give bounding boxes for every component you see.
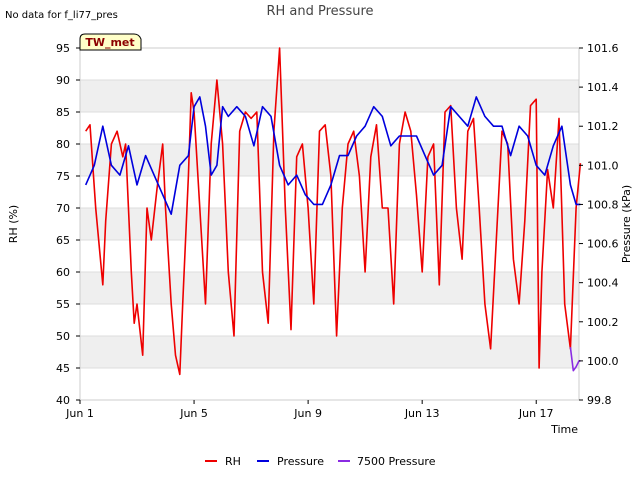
left-tick-label: 85 xyxy=(56,106,70,119)
right-axis-label: Pressure (kPa) xyxy=(620,185,633,263)
x-tick-label: Jun 9 xyxy=(293,407,322,420)
legend-label-rh: RH xyxy=(225,455,241,468)
grid-band xyxy=(80,80,579,112)
station-badge: TW_met xyxy=(79,33,142,51)
badge-label: TW_met xyxy=(85,36,134,49)
series-line-pressure xyxy=(84,96,581,215)
x-axis-label: Time xyxy=(550,423,578,436)
right-tick-label: 100.0 xyxy=(587,355,619,368)
left-tick-label: 40 xyxy=(56,394,70,407)
plot-frame xyxy=(79,47,580,401)
left-tick-label: 75 xyxy=(56,170,70,183)
left-tick-label: 70 xyxy=(56,202,70,215)
right-tick-label: 101.2 xyxy=(587,120,619,133)
x-tick-label: Jun 1 xyxy=(65,407,94,420)
x-tick-label: Jun 13 xyxy=(404,407,440,420)
x-tick-label: Jun 5 xyxy=(179,407,208,420)
legend-label-7500-pressure: 7500 Pressure xyxy=(357,455,436,468)
right-tick-label: 100.8 xyxy=(587,198,619,211)
right-tick-label: 101.6 xyxy=(587,42,619,55)
grid-band xyxy=(80,336,579,368)
x-tick-label: Jun 17 xyxy=(518,407,554,420)
left-axis-ticks: 40 45 50 55 60 65 70 75 80 85 90 95 xyxy=(56,42,80,407)
grid-band xyxy=(80,272,579,304)
right-tick-label: 99.8 xyxy=(587,394,612,407)
series-line-rh xyxy=(85,47,582,376)
left-tick-label: 55 xyxy=(56,298,70,311)
left-axis-label: RH (%) xyxy=(7,205,20,243)
x-axis-ticks: Jun 1 Jun 5 Jun 9 Jun 13 Jun 17 xyxy=(65,400,554,420)
no-data-note: No data for f_li77_pres xyxy=(5,10,118,21)
chart-title: RH and Pressure xyxy=(266,4,373,19)
left-tick-label: 90 xyxy=(56,74,70,87)
legend-label-pressure: Pressure xyxy=(277,455,324,468)
right-tick-label: 100.6 xyxy=(587,238,619,251)
legend: RH Pressure 7500 Pressure xyxy=(205,455,436,468)
badge-shape xyxy=(79,33,142,51)
left-tick-label: 45 xyxy=(56,362,70,375)
left-tick-label: 80 xyxy=(56,138,70,151)
right-tick-label: 101.4 xyxy=(587,81,619,94)
right-axis-ticks: 99.8 100.0 100.2 100.4 100.6 100.8 101.0 101.2 1… xyxy=(579,42,619,407)
background-bands xyxy=(80,80,579,368)
right-tick-label: 100.4 xyxy=(587,277,619,290)
left-tick-label: 50 xyxy=(56,330,70,343)
left-tick-label: 95 xyxy=(56,42,70,55)
right-tick-label: 101.0 xyxy=(587,159,619,172)
left-tick-label: 60 xyxy=(56,266,70,279)
right-tick-label: 100.2 xyxy=(587,316,619,329)
left-tick-label: 65 xyxy=(56,234,70,247)
